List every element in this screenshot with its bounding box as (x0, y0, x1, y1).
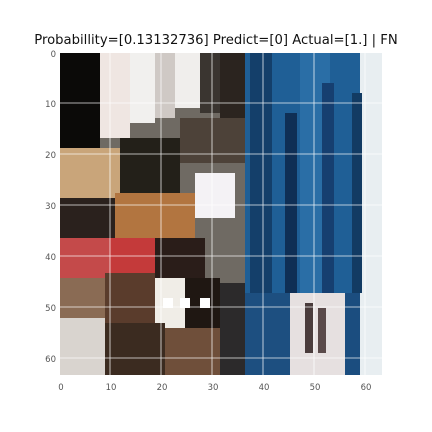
x-tick-60: 60 (360, 383, 372, 393)
y-tick-40: 40 (45, 253, 56, 263)
x-tick-50: 50 (309, 383, 321, 393)
y-tick-60: 60 (45, 355, 56, 365)
y-tick-10: 10 (45, 100, 56, 110)
x-tick-40: 40 (258, 383, 270, 393)
x-tick-30: 30 (207, 383, 219, 393)
photo-image (60, 53, 382, 375)
plot-title: Probabillity=[0.13132736] Predict=[0] Ac… (34, 33, 398, 48)
grid (60, 53, 382, 375)
y-tick-20: 20 (45, 151, 56, 161)
x-tick-0: 0 (58, 383, 64, 393)
y-tick-50: 50 (45, 304, 56, 314)
x-tick-10: 10 (105, 383, 117, 393)
y-tick-30: 30 (45, 202, 56, 212)
x-tick-20: 20 (156, 383, 168, 393)
y-tick-0: 0 (50, 50, 56, 60)
image-plot (60, 53, 382, 375)
